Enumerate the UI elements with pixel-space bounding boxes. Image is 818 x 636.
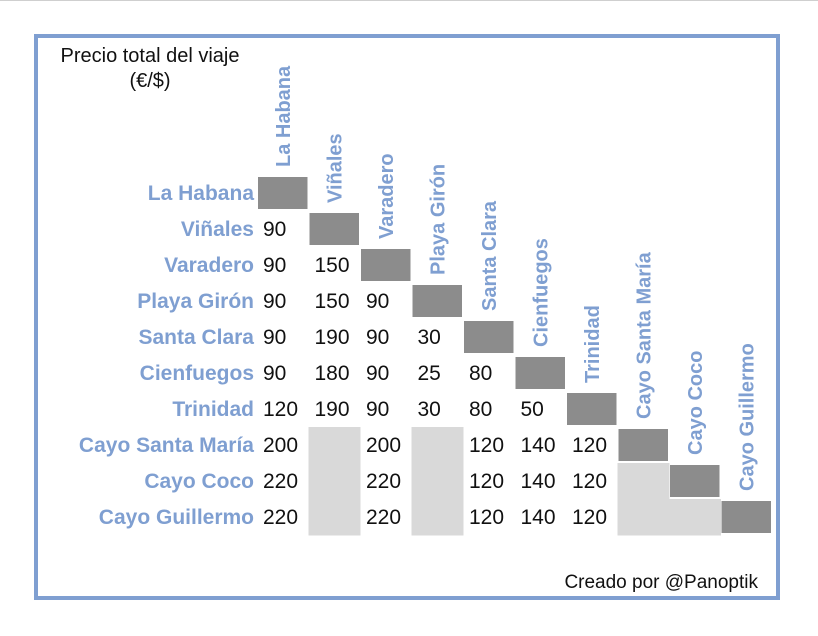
- column-label-varadero: Varadero: [376, 153, 398, 239]
- missing-cell: [617, 499, 670, 536]
- row-label-cienfuegos: Cienfuegos: [140, 362, 254, 385]
- cell-value: 50: [521, 398, 544, 421]
- cell-value: 25: [418, 362, 441, 385]
- cell-value: 120: [572, 434, 607, 457]
- cell-value: 190: [315, 398, 350, 421]
- diagonal-cell: [258, 177, 308, 209]
- cell-value: 90: [366, 290, 389, 313]
- cell-value: 140: [521, 470, 556, 493]
- cell-value: 120: [469, 470, 504, 493]
- chart-title: Precio total del viaje (€/$): [60, 45, 240, 92]
- row-label-cayo-santa-maria: Cayo Santa María: [79, 434, 254, 457]
- cell-value: 30: [418, 326, 441, 349]
- cell-value: 90: [263, 254, 286, 277]
- missing-cell: [617, 463, 670, 500]
- missing-cell: [669, 499, 721, 536]
- row-label-vinales: Viñales: [181, 218, 254, 241]
- cell-value: 90: [263, 362, 286, 385]
- column-label-santa-clara: Santa Clara: [479, 200, 501, 311]
- missing-cell: [308, 427, 361, 464]
- cell-value: 120: [263, 398, 298, 421]
- missing-cell: [411, 427, 464, 464]
- cell-value: 200: [366, 434, 401, 457]
- top-divider: [0, 0, 818, 1]
- column-label-cienfuegos: Cienfuegos: [530, 238, 552, 347]
- column-label-cayo-santa-maria: Cayo Santa María: [633, 251, 655, 419]
- cell-value: 150: [315, 254, 350, 277]
- cell-value: 180: [315, 362, 350, 385]
- diagonal-cell: [464, 321, 514, 353]
- cell-value: 120: [572, 470, 607, 493]
- cell-value: 150: [315, 290, 350, 313]
- cell-value: 90: [263, 290, 286, 313]
- cell-value: 220: [366, 470, 401, 493]
- diagonal-cell: [515, 357, 565, 389]
- row-label-cayo-guillermo: Cayo Guillermo: [99, 506, 254, 529]
- diagonal-cell: [412, 285, 462, 317]
- cell-value: 140: [521, 434, 556, 457]
- credit-text: Creado por @Panoptik: [564, 572, 758, 593]
- diagonal-cell: [309, 213, 359, 245]
- diagonal-cell: [721, 501, 771, 533]
- cell-value: 120: [572, 506, 607, 529]
- cell-value: 220: [366, 506, 401, 529]
- row-label-cayo-coco: Cayo Coco: [144, 470, 254, 493]
- column-label-cayo-guillermo: Cayo Guillermo: [736, 343, 758, 491]
- cell-value: 80: [469, 362, 492, 385]
- cell-value: 120: [469, 506, 504, 529]
- row-label-playa-giron: Playa Girón: [137, 290, 254, 313]
- chart-frame: [34, 34, 780, 600]
- cell-value: 90: [263, 218, 286, 241]
- cell-value: 90: [366, 362, 389, 385]
- column-label-trinidad: Trinidad: [582, 305, 604, 383]
- column-label-playa-giron: Playa Girón: [427, 164, 449, 275]
- cell-value: 140: [521, 506, 556, 529]
- diagonal-cell: [361, 249, 411, 281]
- column-label-la-habana: La Habana: [273, 65, 295, 167]
- column-label-vinales: Viñales: [324, 133, 346, 203]
- row-label-la-habana: La Habana: [148, 182, 255, 205]
- row-label-varadero: Varadero: [164, 254, 254, 277]
- cell-value: 80: [469, 398, 492, 421]
- row-label-trinidad: Trinidad: [172, 398, 254, 421]
- row-labels: La Habana Viñales Varadero Playa Girón Santa…: [79, 182, 254, 529]
- diagonal-cell: [670, 465, 720, 497]
- diagonal-cell: [618, 429, 668, 461]
- cell-value: 200: [263, 434, 298, 457]
- cell-value: 120: [469, 434, 504, 457]
- cell-value: 90: [366, 398, 389, 421]
- column-label-cayo-coco: Cayo Coco: [685, 351, 707, 455]
- missing-cell: [411, 463, 464, 500]
- cell-value: 90: [366, 326, 389, 349]
- matrix-values: 90 90 150 90 150 90 90 190 90 30 90 180 90 25 80 120 190…: [263, 218, 607, 529]
- missing-cell: [308, 463, 361, 500]
- cell-value: 90: [263, 326, 286, 349]
- cell-value: 220: [263, 470, 298, 493]
- cell-value: 220: [263, 506, 298, 529]
- cell-value: 190: [315, 326, 350, 349]
- diagonal-cell: [567, 393, 617, 425]
- row-label-santa-clara: Santa Clara: [138, 326, 254, 349]
- matrix-cells: [258, 177, 771, 536]
- missing-cell: [308, 499, 361, 536]
- missing-cell: [411, 499, 464, 536]
- column-labels: La Habana Viñales Varadero Playa Girón Santa…: [273, 65, 759, 491]
- cell-value: 30: [418, 398, 441, 421]
